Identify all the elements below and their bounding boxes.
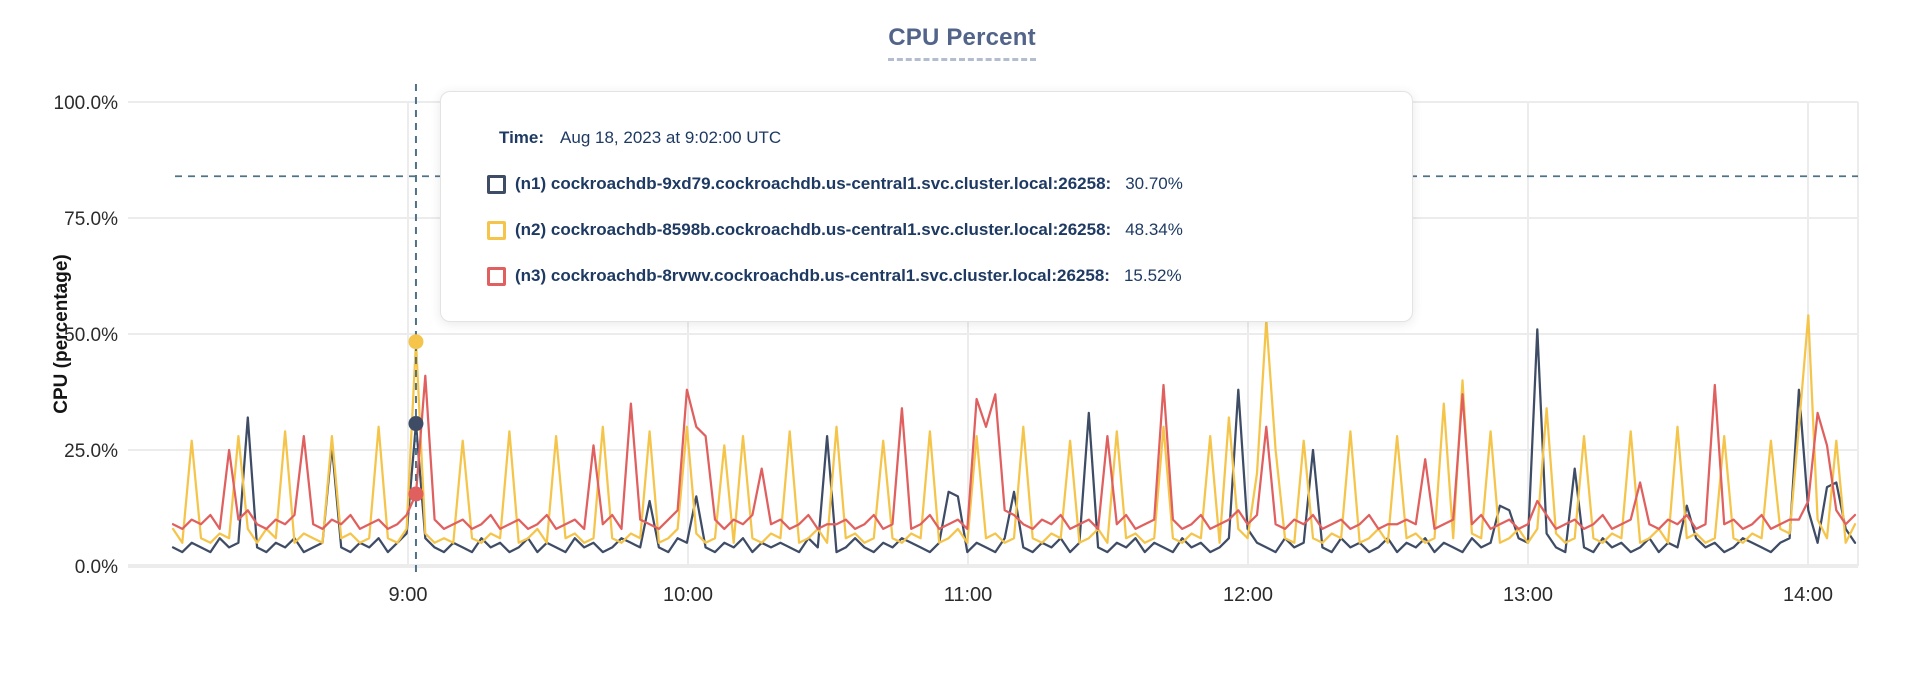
x-tick-label: 11:00 — [944, 584, 993, 606]
series-n2-swatch-icon — [487, 220, 506, 240]
y-tick-label: 50.0% — [64, 325, 118, 346]
x-tick-label: 13:00 — [1503, 584, 1553, 606]
x-tick-label: 14:00 — [1783, 584, 1833, 606]
highlight-dot-n1 — [408, 416, 424, 432]
y-tick-label: 100.0% — [54, 93, 119, 114]
tooltip-row-n1: (n1) cockroachdb-9xd79.cockroachdb.us-ce… — [487, 171, 1382, 197]
series-n3-swatch-icon — [487, 266, 506, 286]
highlight-dot-n3 — [408, 486, 424, 502]
y-tick-label: 25.0% — [64, 441, 118, 462]
tooltip-time-label: Time: — [499, 128, 545, 147]
series-n2-value: 48.34% — [1125, 220, 1183, 239]
tooltip-row-n3: (n3) cockroachdb-8rvwv.cockroachdb.us-ce… — [487, 263, 1382, 289]
series-n1-swatch-icon — [487, 174, 506, 194]
series-n1-label: (n1) cockroachdb-9xd79.cockroachdb.us-ce… — [515, 174, 1112, 193]
y-tick-label: 0.0% — [75, 557, 118, 578]
chart-tooltip: Time: Aug 18, 2023 at 9:02:00 UTC (n1) co… — [440, 91, 1413, 322]
tooltip-time-row: Time: Aug 18, 2023 at 9:02:00 UTC — [487, 125, 1382, 151]
series-n2-label: (n2) cockroachdb-8598b.cockroachdb.us-ce… — [515, 220, 1112, 239]
highlight-dot-n2 — [408, 334, 424, 350]
series-line-n3 — [171, 374, 1857, 531]
x-tick-label: 9:00 — [389, 584, 428, 606]
y-tick-label: 75.0% — [64, 209, 118, 230]
chart-header: CPU Percent — [0, 24, 1924, 61]
series-n1-value: 30.70% — [1125, 174, 1183, 193]
chart-title: CPU Percent — [888, 24, 1036, 61]
x-tick-label: 12:00 — [1223, 584, 1273, 606]
tooltip-time-value: Aug 18, 2023 at 9:02:00 UTC — [560, 128, 782, 147]
tooltip-row-n2: (n2) cockroachdb-8598b.cockroachdb.us-ce… — [487, 217, 1382, 243]
series-line-n2 — [171, 314, 1857, 544]
series-n3-label: (n3) cockroachdb-8rvwv.cockroachdb.us-ce… — [515, 266, 1110, 285]
x-tick-label: 10:00 — [663, 584, 713, 606]
series-n3-value: 15.52% — [1123, 266, 1182, 285]
